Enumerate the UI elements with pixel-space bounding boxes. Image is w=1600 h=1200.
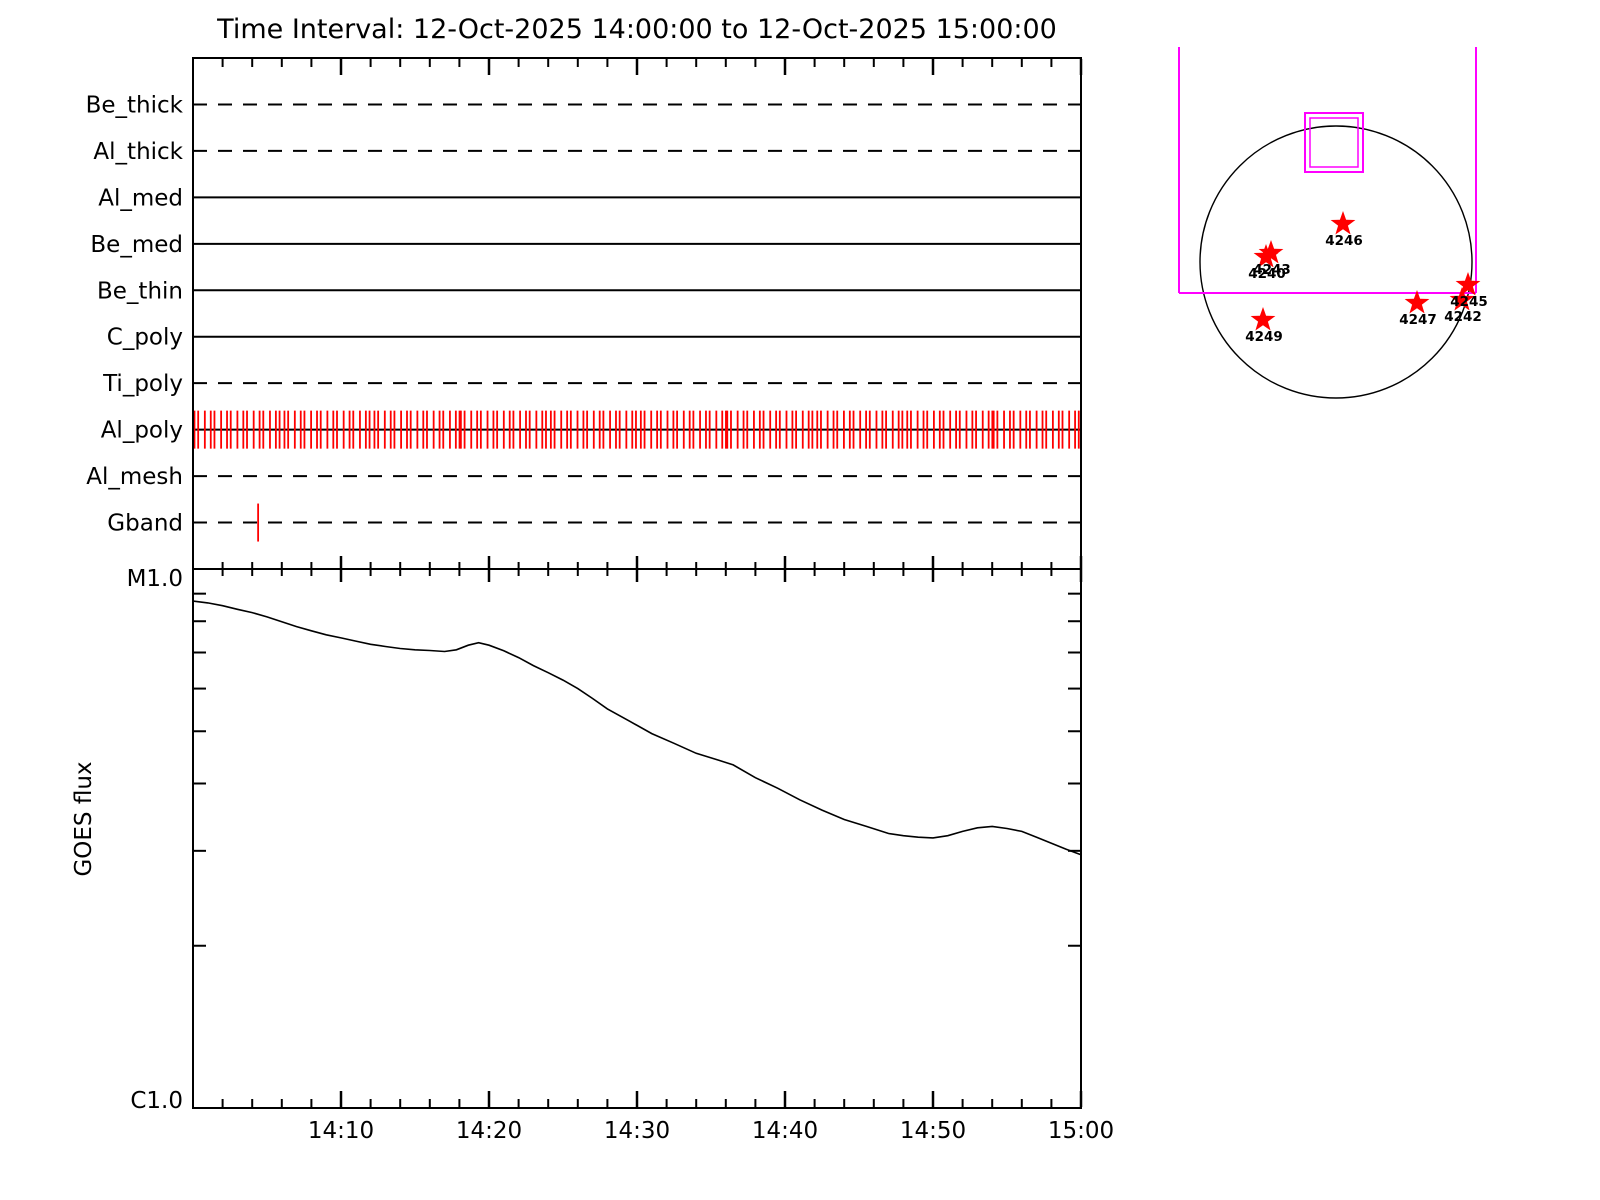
filter-label-Al_med: Al_med (98, 185, 183, 211)
x-tick-label: 14:30 (604, 1118, 670, 1144)
filter-label-Al_poly: Al_poly (101, 418, 183, 444)
x-tick-label: 14:40 (752, 1118, 818, 1144)
active-region-star-4245 (1455, 272, 1481, 296)
solar-disk (1199, 125, 1473, 399)
x-tick-label: 14:20 (456, 1118, 522, 1144)
active-region-star-4247 (1404, 290, 1430, 314)
active-region-label-4242: 4242 (1444, 309, 1482, 325)
active-region-label-4240: 4240 (1248, 266, 1286, 282)
filter-label-Al_mesh: Al_mesh (86, 464, 183, 490)
active-region-star-4249 (1250, 307, 1276, 331)
filter-label-Be_thick: Be_thick (86, 92, 184, 118)
active-region-star-4242 (1449, 287, 1475, 311)
x-tick-label: 14:10 (308, 1118, 374, 1144)
goes-panel-frame (192, 568, 1082, 1109)
filter-label-C_poly: C_poly (107, 325, 183, 351)
filter-label-Al_thick: Al_thick (93, 139, 183, 165)
active-region-label-4243: 4243 (1253, 262, 1291, 278)
goes-ymax-label: M1.0 (126, 566, 183, 592)
filter-label-Gband: Gband (107, 511, 183, 537)
goes-ymin-label: C1.0 (130, 1088, 183, 1114)
plot-title: Time Interval: 12-Oct-2025 14:00:00 to 1… (217, 14, 1057, 45)
active-region-star-4243 (1258, 240, 1284, 264)
x-tick-label: 14:50 (900, 1118, 966, 1144)
filter-panel-frame (192, 57, 1082, 570)
filter-label-Be_med: Be_med (90, 232, 183, 258)
filter-label-Ti_poly: Ti_poly (102, 371, 183, 397)
active-region-label-4246: 4246 (1325, 233, 1363, 249)
x-tick-label: 15:00 (1048, 1118, 1114, 1144)
active-region-label-4247: 4247 (1399, 312, 1437, 328)
fov-box-outer (1304, 112, 1364, 173)
active-region-star-4246 (1330, 211, 1356, 235)
fov-box-inner (1309, 117, 1359, 168)
active-region-label-4245: 4245 (1450, 294, 1488, 310)
goes-flux-curve (192, 600, 1082, 856)
goes-axis-title: GOES flux (71, 761, 97, 877)
active-region-label-4249: 4249 (1245, 329, 1283, 345)
filter-label-Be_thin: Be_thin (97, 278, 183, 304)
